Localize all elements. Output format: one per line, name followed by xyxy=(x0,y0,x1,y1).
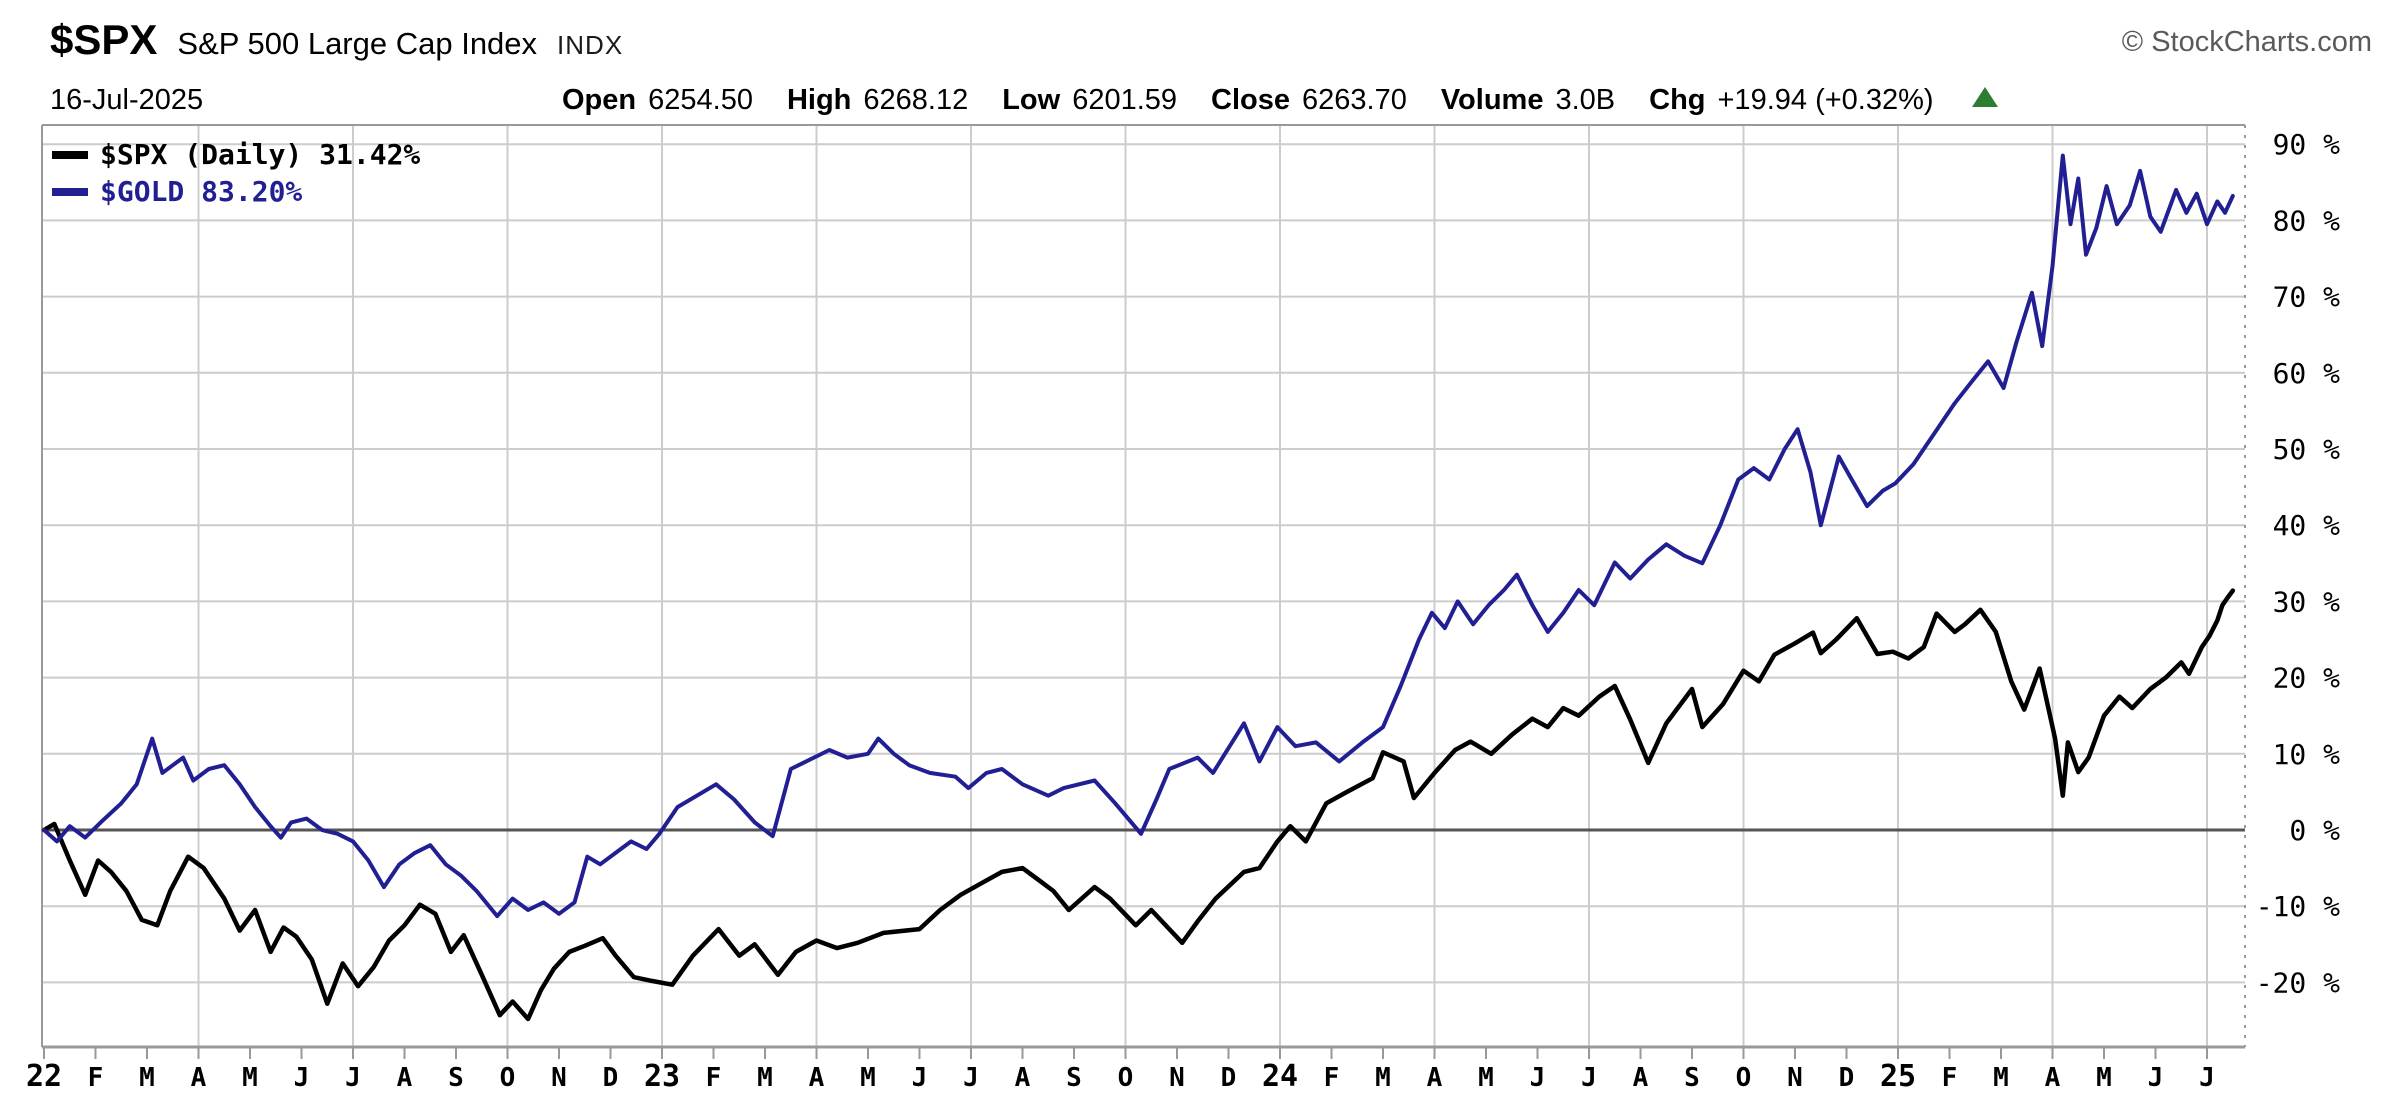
x-axis-month-label: M xyxy=(757,1063,773,1093)
y-axis-label: 40 % xyxy=(2273,509,2341,542)
low-label: Low xyxy=(1002,84,1061,116)
chg-up-arrow-icon xyxy=(1971,87,1998,107)
x-axis-month-label: O xyxy=(500,1063,516,1093)
y-axis-label: 50 % xyxy=(2273,433,2341,466)
volume-value: 3.0B xyxy=(1555,84,1616,116)
x-axis-month-label: N xyxy=(551,1063,567,1093)
index-name: S&P 500 Large Cap Index xyxy=(177,26,538,61)
y-axis-label: 20 % xyxy=(2273,662,2341,695)
ohlc-quote-row: Open 6254.50 High 6268.12 Low 6201.59 Cl… xyxy=(562,84,1998,117)
x-axis-month-label: J xyxy=(345,1063,361,1093)
x-axis-month-label: M xyxy=(1993,1063,2009,1093)
x-axis-month-label: M xyxy=(1375,1063,1391,1093)
x-axis-month-label: M xyxy=(2096,1063,2112,1093)
x-axis-year-label: 22 xyxy=(26,1059,62,1094)
x-axis-month-label: O xyxy=(1118,1063,1134,1093)
low-value: 6201.59 xyxy=(1072,84,1178,116)
x-axis-month-label: J xyxy=(963,1063,979,1093)
x-axis-month-label: A xyxy=(809,1063,825,1093)
close-value: 6263.70 xyxy=(1302,84,1407,116)
chart-title-row: $SPX S&P 500 Large Cap Index INDX xyxy=(50,16,623,64)
legend-item-gold: $GOLD 83.20% xyxy=(52,173,420,210)
y-axis-label: 70 % xyxy=(2273,281,2341,314)
x-axis-month-label: N xyxy=(1169,1063,1185,1093)
chart-legend: $SPX (Daily) 31.42% $GOLD 83.20% xyxy=(52,136,420,210)
legend-item-spx: $SPX (Daily) 31.42% xyxy=(52,136,420,173)
x-axis-month-label: J xyxy=(1581,1063,1597,1093)
x-axis-month-label: N xyxy=(1787,1063,1803,1093)
x-axis-month-label: F xyxy=(706,1063,722,1093)
y-axis-label: -20 % xyxy=(2256,966,2340,999)
chg-value: +19.94 (+0.32%) xyxy=(1717,84,1934,116)
spx-price-line xyxy=(41,588,2236,1022)
x-axis-month-label: S xyxy=(1066,1063,1082,1093)
y-axis-label: 0 % xyxy=(2289,814,2340,847)
y-axis-label: 60 % xyxy=(2273,357,2341,390)
x-axis-month-label: J xyxy=(294,1063,310,1093)
ticker-symbol: $SPX xyxy=(50,16,158,63)
spx-line-swatch-icon xyxy=(52,150,88,159)
stockcharts-copyright: © StockCharts.com xyxy=(2121,26,2372,58)
x-axis-month-label: M xyxy=(1478,1063,1494,1093)
x-axis-month-label: F xyxy=(88,1063,104,1093)
legend-spx-label: $SPX (Daily) 31.42% xyxy=(100,138,421,171)
x-axis-month-label: F xyxy=(1942,1063,1958,1093)
y-axis-label: 90 % xyxy=(2273,128,2341,161)
exchange-label: INDX xyxy=(557,30,624,60)
x-axis-year-label: 23 xyxy=(644,1059,680,1094)
x-axis-month-label: M xyxy=(242,1063,258,1093)
y-axis-label: -10 % xyxy=(2256,890,2340,923)
x-axis-month-label: A xyxy=(191,1063,207,1093)
x-axis-month-label: J xyxy=(2199,1063,2215,1093)
x-axis-month-label: D xyxy=(603,1063,619,1093)
y-axis-label: 30 % xyxy=(2273,585,2341,618)
y-axis-label: 10 % xyxy=(2273,738,2341,771)
volume-label: Volume xyxy=(1440,84,1544,116)
x-axis-month-label: A xyxy=(1633,1063,1649,1093)
gold-price-line xyxy=(42,153,2235,919)
x-axis-year-label: 25 xyxy=(1880,1059,1916,1094)
open-value: 6254.50 xyxy=(648,84,753,116)
x-axis-month-label: S xyxy=(1684,1063,1700,1093)
chg-label: Chg xyxy=(1649,84,1706,116)
x-axis-month-label: A xyxy=(1427,1063,1443,1093)
x-axis-month-label: D xyxy=(1839,1063,1855,1093)
quote-date: 16-Jul-2025 xyxy=(50,84,204,116)
x-axis-month-label: D xyxy=(1221,1063,1237,1093)
open-label: Open xyxy=(562,84,637,116)
x-axis-month-label: O xyxy=(1736,1063,1752,1093)
high-label: High xyxy=(786,84,852,116)
x-axis-month-label: F xyxy=(1324,1063,1340,1093)
x-axis-month-label: A xyxy=(1015,1063,1031,1093)
x-axis-month-label: J xyxy=(1530,1063,1546,1093)
x-axis-month-label: J xyxy=(912,1063,928,1093)
x-axis-month-label: A xyxy=(2045,1063,2061,1093)
x-axis-month-label: S xyxy=(448,1063,464,1093)
x-axis-month-label: M xyxy=(139,1063,155,1093)
x-axis-month-label: M xyxy=(860,1063,876,1093)
x-axis-month-label: A xyxy=(397,1063,413,1093)
gold-line-swatch-icon xyxy=(52,187,88,196)
high-value: 6268.12 xyxy=(863,84,969,116)
x-axis-month-label: J xyxy=(2148,1063,2164,1093)
legend-gold-label: $GOLD 83.20% xyxy=(100,175,303,208)
y-axis-label: 80 % xyxy=(2273,204,2341,237)
close-label: Close xyxy=(1211,84,1291,116)
x-axis-year-label: 24 xyxy=(1262,1059,1298,1094)
